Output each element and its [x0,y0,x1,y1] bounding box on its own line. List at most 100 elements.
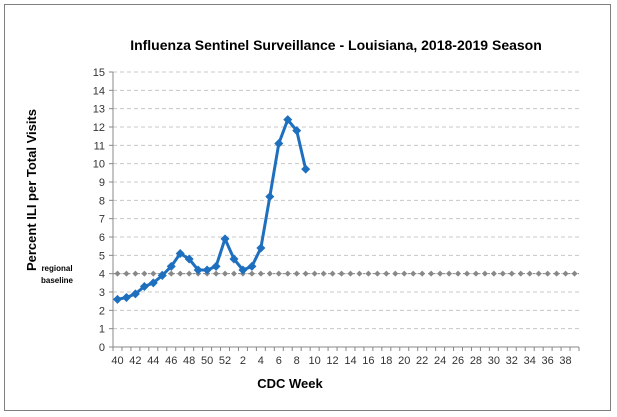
baseline-marker [526,270,533,277]
series-line-0 [117,118,308,301]
baseline-marker [544,270,551,277]
x-tick-label-12: 12 [326,355,338,367]
baseline-marker [356,270,363,277]
baseline-marker [472,270,479,277]
data-point-week-6 [274,139,284,148]
baseline-marker [132,270,139,277]
x-axis-label: CDC Week [257,376,323,391]
y-axis-label: Percent ILI per Total Visits [24,109,39,271]
grid-layer [113,71,579,330]
x-tick-label-10: 10 [309,355,321,367]
data-point-week-5 [265,192,275,202]
baseline-marker [401,270,408,277]
y-tick-label-0: 0 [99,342,105,354]
baseline-marker [275,270,282,277]
baseline-marker [392,270,399,277]
baseline-marker [230,270,237,277]
baseline-marker [329,270,336,277]
x-tick-label-18: 18 [380,355,392,367]
baseline-marker [535,270,542,277]
data-point-week-44 [148,278,158,288]
baseline-marker [446,270,453,277]
baseline-marker [302,270,309,277]
y-tick-label-3: 3 [99,287,105,299]
y-tick-label-1: 1 [99,324,105,336]
x-tick-label-38: 38 [559,355,571,367]
x-tick-label-44: 44 [147,355,159,367]
y-tick-label-15: 15 [93,67,105,79]
baseline-marker [347,270,354,277]
baseline-marker [562,270,569,277]
data-point-week-45 [157,271,167,280]
baseline-marker [150,270,157,277]
baseline-marker [222,270,229,277]
baseline-marker [311,270,318,277]
x-tick-label-46: 46 [165,355,177,367]
baseline-marker [410,270,417,277]
data-point-week-48 [184,254,194,264]
baseline-marker [141,270,148,277]
data-point-week-41 [121,293,131,302]
baseline-marker [248,270,255,277]
data-point-week-3 [247,261,257,271]
data-point-week-47 [175,249,185,258]
y-tick-label-8: 8 [99,195,105,207]
baseline-marker [508,270,515,277]
y-tick-label-12: 12 [93,122,105,134]
x-tick-label-14: 14 [344,355,356,367]
baseline-layer [113,270,579,277]
baseline-marker [553,270,560,277]
baseline-marker [428,270,435,277]
x-tick-label-8: 8 [294,355,300,367]
baseline-marker [383,270,390,277]
baseline-marker [463,270,470,277]
baseline-marker [123,270,130,277]
y-tick-label-11: 11 [94,140,105,152]
data-point-week-42 [130,289,140,299]
baseline-marker [186,270,193,277]
x-tick-label-40: 40 [111,355,123,367]
baseline-marker [177,270,184,277]
chart-frame [4,4,611,411]
data-point-week-1 [229,254,239,264]
baseline-marker [320,270,327,277]
baseline-marker [257,270,264,277]
x-tick-label-28: 28 [470,355,482,367]
baseline-marker [437,270,444,277]
baseline-marker [419,270,426,277]
x-tick-label-20: 20 [398,355,410,367]
y-tick-label-5: 5 [99,250,105,262]
x-tick-label-34: 34 [524,355,536,367]
x-tick-label-48: 48 [183,355,195,367]
y-tick-label-13: 13 [93,104,105,116]
y-tick-label-6: 6 [99,232,105,244]
x-tick-label-50: 50 [201,355,213,367]
baseline-marker [365,270,372,277]
data-point-week-4 [256,243,266,253]
y-tick-label-2: 2 [99,305,105,317]
x-tick-label-36: 36 [542,355,554,367]
data-point-week-2 [238,265,248,275]
x-tick-label-42: 42 [129,355,141,367]
baseline-marker [517,270,524,277]
x-tick-label-22: 22 [416,355,428,367]
x-tick-label-30: 30 [488,355,500,367]
y-tick-label-4: 4 [99,269,105,281]
data-point-week-8 [292,126,302,136]
x-tick-label-6: 6 [276,355,282,367]
baseline-marker [481,270,488,277]
x-tick-label-32: 32 [506,355,518,367]
baseline-marker [374,270,381,277]
x-tick-label-4: 4 [258,355,264,367]
x-tick-label-2: 2 [240,355,246,367]
data-point-week-50 [202,265,212,275]
baseline-marker [284,270,291,277]
baseline-marker [213,270,220,277]
baseline-marker [455,270,462,277]
chart-title: Influenza Sentinel Surveillance - Louisi… [130,37,542,53]
data-point-week-52 [220,234,230,244]
baseline-marker [114,270,121,277]
baseline-marker [266,270,273,277]
y-tick-label-7: 7 [99,214,105,226]
